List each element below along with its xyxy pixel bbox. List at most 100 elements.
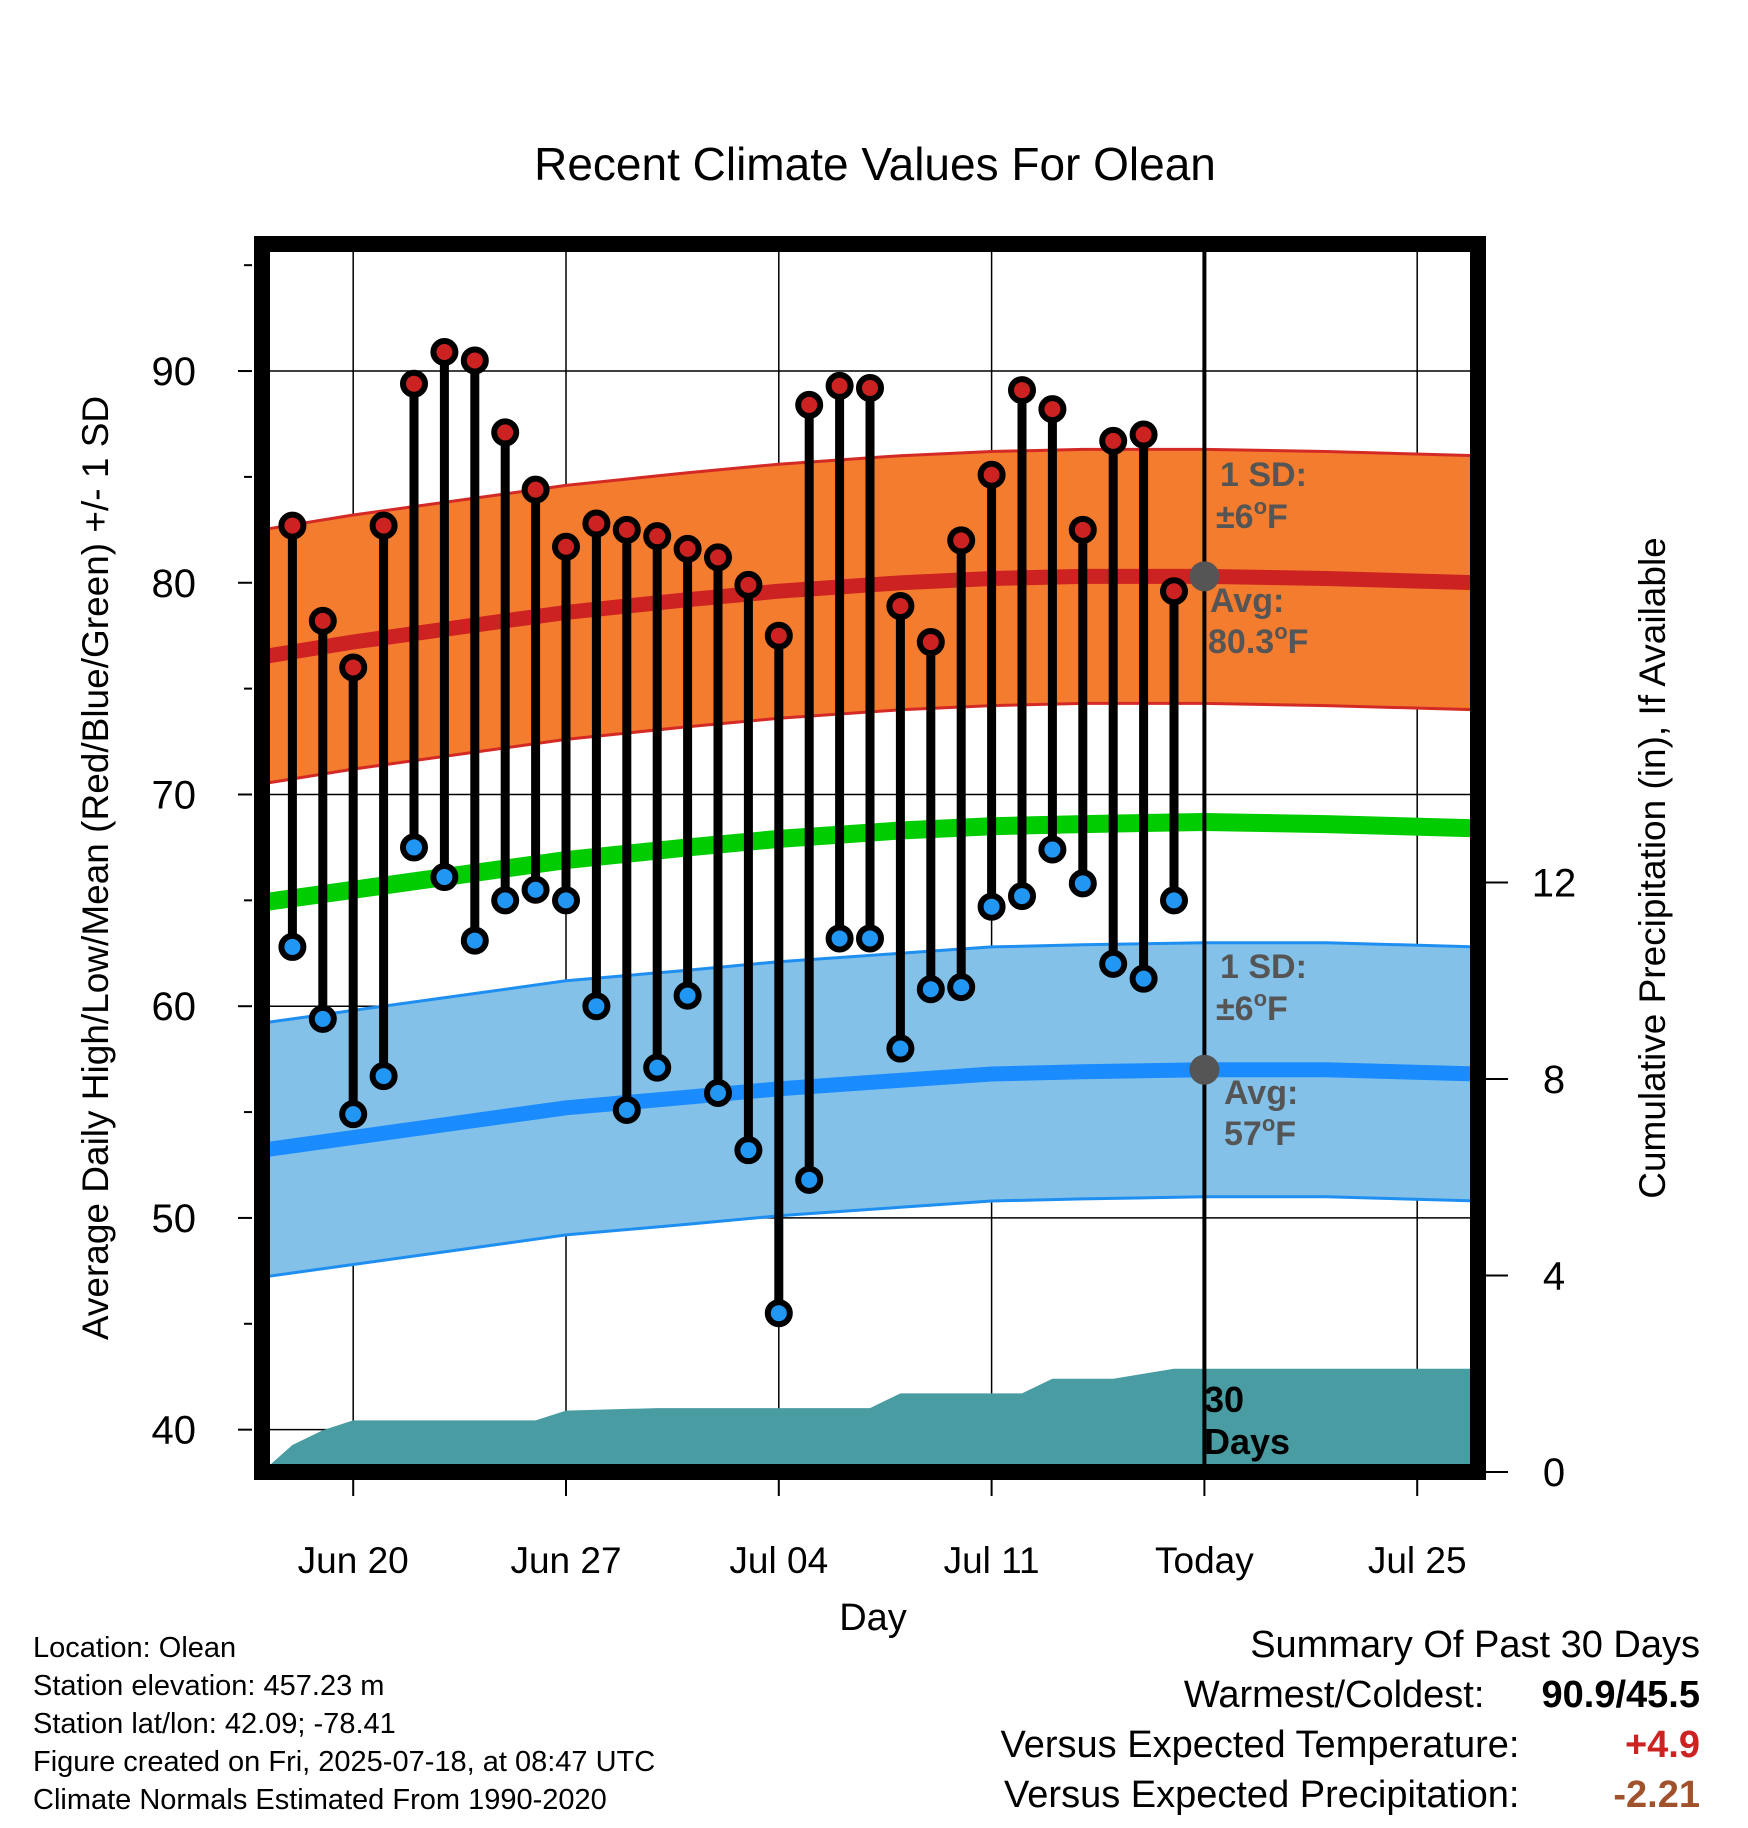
low-point xyxy=(734,1136,763,1165)
high-point xyxy=(704,543,732,572)
low-point xyxy=(764,1299,793,1328)
high-point xyxy=(673,534,702,563)
low-point xyxy=(947,973,976,1002)
high-sd-value: ±6oF xyxy=(1216,494,1288,536)
high-point xyxy=(552,532,580,561)
low-point xyxy=(278,932,307,961)
temp-anomaly-value: +4.9 xyxy=(1624,1724,1700,1766)
high-point xyxy=(612,515,641,544)
high-point xyxy=(1099,426,1128,455)
plot-frame xyxy=(254,236,1486,1480)
summary-title: Summary Of Past 30 Days xyxy=(1250,1624,1700,1666)
x-tick-label: Jul 11 xyxy=(944,1540,1040,1581)
low-point xyxy=(491,886,520,915)
x-tick-label: Jul 04 xyxy=(729,1540,828,1581)
x-tick-label: Jun 27 xyxy=(510,1540,621,1581)
temp-anomaly-label: Versus Expected Temperature: xyxy=(1000,1724,1520,1766)
low-point xyxy=(825,924,854,953)
low-point xyxy=(1129,964,1158,993)
precip-area xyxy=(262,1368,1478,1472)
x-axis-label: Day xyxy=(839,1597,907,1639)
low-point xyxy=(795,1165,824,1194)
high-point xyxy=(582,509,611,538)
y-tick-label: 40 xyxy=(152,1409,197,1453)
y-tick-label: 50 xyxy=(152,1197,197,1241)
low-point xyxy=(856,924,884,953)
normals-text: Climate Normals Estimated From 1990-2020 xyxy=(33,1784,607,1816)
low-point xyxy=(369,1062,398,1091)
y2-axis-label: Cumulative Precipitation (in), If Availa… xyxy=(1632,537,1673,1199)
x-tick-label: Today xyxy=(1155,1540,1254,1581)
high-avg-value: 80.3oF xyxy=(1208,619,1308,661)
precip-anomaly-value: -2.21 xyxy=(1613,1774,1700,1816)
high-point xyxy=(1129,420,1158,449)
precip-days-label: Days xyxy=(1204,1421,1290,1462)
high-point xyxy=(764,621,793,650)
y2-tick-label: 4 xyxy=(1543,1255,1565,1299)
high-point xyxy=(430,337,459,366)
y2-tick-label: 8 xyxy=(1543,1058,1565,1102)
precip-anomaly-label: Versus Expected Precipitation: xyxy=(1004,1774,1520,1816)
low-point xyxy=(1038,835,1067,864)
low-point xyxy=(1068,869,1097,898)
high-point xyxy=(1038,395,1067,424)
y2-tick-label: 12 xyxy=(1532,862,1577,906)
low-point xyxy=(521,875,550,904)
high-point xyxy=(1068,515,1097,544)
low-point xyxy=(977,892,1006,921)
y2-tick-label: 0 xyxy=(1543,1451,1565,1495)
high-point xyxy=(825,371,854,400)
today-low-avg-marker xyxy=(1189,1054,1220,1085)
high-point xyxy=(795,390,824,419)
high-point xyxy=(947,526,976,555)
summary-warmest-row: Warmest/Coldest: 90.9/45.5 xyxy=(1001,1670,1700,1720)
summary-temp-row: Versus Expected Temperature: +4.9 xyxy=(1001,1720,1700,1770)
x-tick-label: Jun 20 xyxy=(298,1540,409,1581)
low-sd-value: ±6oF xyxy=(1216,986,1288,1028)
high-sd-label: 1 SD: xyxy=(1220,456,1307,494)
high-point xyxy=(734,570,763,599)
y-axis-label: Average Daily High/Low/Mean (Red/Blue/Gr… xyxy=(75,396,116,1340)
low-point xyxy=(308,1004,337,1033)
today-high-avg-marker xyxy=(1189,561,1220,592)
high-point xyxy=(278,511,307,540)
low-point xyxy=(886,1034,915,1063)
high-point xyxy=(521,475,550,504)
low-point xyxy=(1099,949,1128,978)
low-point xyxy=(612,1095,641,1124)
y-tick-label: 80 xyxy=(152,562,197,606)
low-point xyxy=(673,981,702,1010)
warmest-value: 90.9/45.5 xyxy=(1541,1674,1700,1716)
high-avg-label: Avg: xyxy=(1210,582,1284,620)
low-point xyxy=(1008,882,1036,911)
low-point xyxy=(339,1100,368,1129)
low-point xyxy=(582,992,611,1021)
low-point xyxy=(460,926,489,955)
summary-precip-row: Versus Expected Precipitation: -2.21 xyxy=(1001,1770,1700,1820)
high-point xyxy=(1160,577,1188,606)
low-point xyxy=(916,975,945,1004)
high-point xyxy=(856,373,884,402)
latlon-text: Station lat/lon: 42.09; -78.41 xyxy=(33,1708,396,1740)
low-point xyxy=(704,1079,732,1108)
low-point xyxy=(430,863,459,892)
low-sd-label: 1 SD: xyxy=(1220,948,1307,986)
low-point xyxy=(552,886,580,915)
station-metadata: Location: Olean Station elevation: 457.2… xyxy=(33,1629,655,1819)
low-avg-value: 57oF xyxy=(1224,1111,1296,1153)
created-text: Figure created on Fri, 2025-07-18, at 08… xyxy=(33,1746,656,1778)
low-point xyxy=(400,833,428,862)
high-point xyxy=(460,346,489,375)
high-point xyxy=(643,522,672,551)
elevation-text: Station elevation: 457.23 m xyxy=(33,1670,385,1702)
high-point xyxy=(339,653,368,682)
high-point xyxy=(369,511,398,540)
high-point xyxy=(308,606,337,635)
high-point xyxy=(400,369,428,398)
high-point xyxy=(977,460,1006,489)
chart-title: Recent Climate Values For Olean xyxy=(534,138,1216,190)
low-avg-label: Avg: xyxy=(1224,1074,1298,1112)
low-normal-line xyxy=(260,1062,1479,1158)
high-point xyxy=(1008,376,1036,405)
